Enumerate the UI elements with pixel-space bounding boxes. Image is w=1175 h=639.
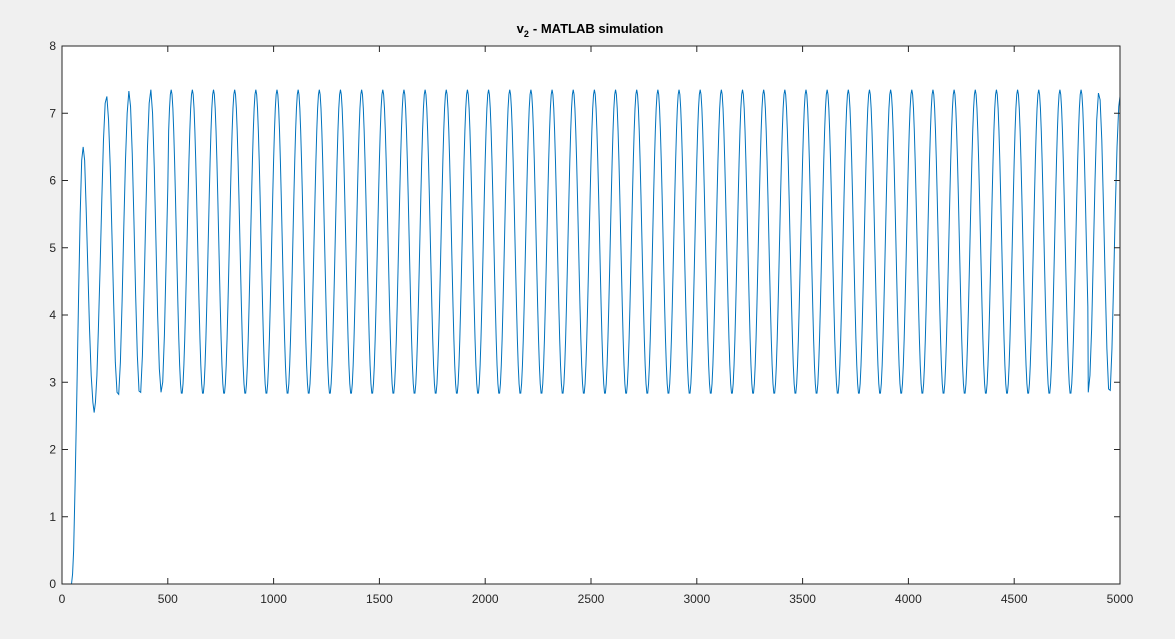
x-tick-label: 2000 (472, 592, 499, 606)
y-axis: 0 1 2 3 4 5 6 7 8 (49, 39, 1120, 591)
title-subscript: 2 (524, 29, 529, 39)
x-tick-label: 4500 (1001, 592, 1028, 606)
y-tick-label: 0 (49, 577, 56, 591)
x-tick-label: 5000 (1107, 592, 1134, 606)
plot-area (62, 46, 1120, 584)
x-tick-label: 1000 (260, 592, 287, 606)
y-tick-label: 6 (49, 174, 56, 188)
x-tick-label: 4000 (895, 592, 922, 606)
y-tick-label: 4 (49, 308, 56, 322)
y-tick-label: 7 (49, 106, 56, 120)
y-tick-label: 1 (49, 510, 56, 524)
series-line (62, 89, 1121, 585)
x-tick-label: 3000 (683, 592, 710, 606)
series-group (62, 89, 1121, 585)
y-tick-label: 8 (49, 39, 56, 53)
x-tick-label: 3500 (789, 592, 816, 606)
y-tick-label: 5 (49, 241, 56, 255)
y-tick-label: 3 (49, 375, 56, 389)
chart-title: v2 - MATLAB simulation (517, 21, 664, 39)
x-tick-label: 500 (158, 592, 178, 606)
svg-text:v2- MATLAB simulation: v2 - MATLAB simulation (517, 21, 664, 39)
y-tick-label: 2 (49, 443, 56, 457)
x-axis: 0 500 1000 1500 2000 2500 3000 3500 4000 4500 5000 (59, 46, 1134, 606)
x-tick-label: 2500 (578, 592, 605, 606)
x-tick-label: 0 (59, 592, 66, 606)
title-symbol: v (517, 21, 525, 36)
title-text: - MATLAB simulation (533, 21, 664, 36)
x-tick-label: 1500 (366, 592, 393, 606)
